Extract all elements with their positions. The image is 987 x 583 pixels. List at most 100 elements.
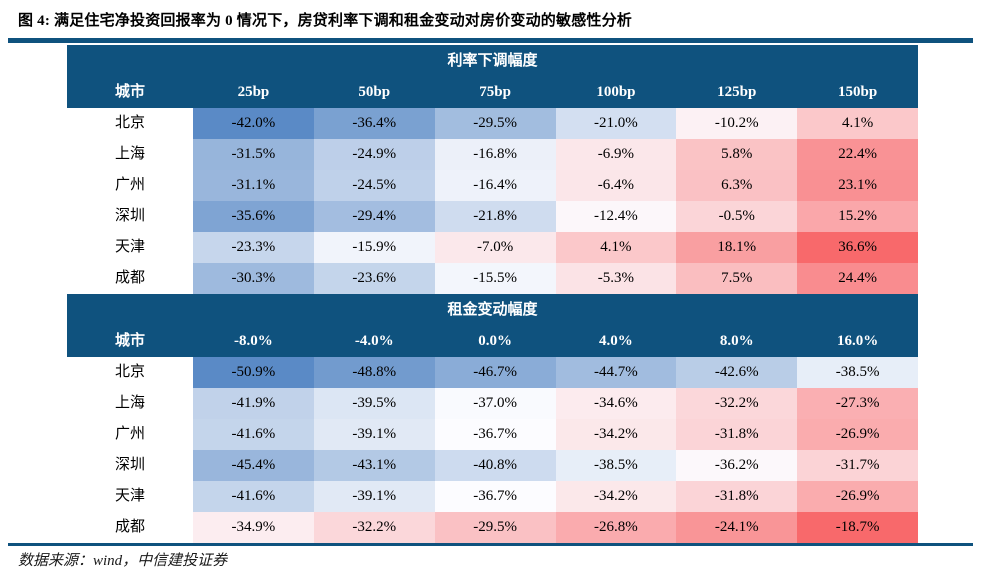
heatmap-cell: -32.2% (313, 512, 435, 543)
heatmap-cell: -31.7% (797, 450, 918, 481)
heatmap-cell: -34.2% (555, 419, 677, 450)
column-header: 4.0% (599, 333, 633, 349)
column-header: 0.0% (478, 333, 512, 349)
table-row: 深圳 -45.4% -43.1% -40.8% -38.5% -36.2% -31.7% (67, 450, 918, 481)
table-row: 广州 -31.1% -24.5% -16.4% -6.4% 6.3% 23.1% (67, 170, 918, 201)
table-rate-cut: 利率下调幅度 城市 25bp 50bp 75bp 100bp 125bp 150bp 北京 -42… (67, 45, 918, 294)
table-row: 成都 -34.9% -32.2% -29.5% -26.8% -24.1% -18.7% (67, 512, 918, 543)
column-header: 16.0% (836, 333, 879, 349)
heatmap-cell: -45.4% (193, 450, 314, 481)
heatmap-cell: -38.5% (797, 357, 918, 388)
heatmap-cell: -18.7% (797, 512, 918, 543)
heatmap-cell: -43.1% (313, 450, 435, 481)
band-title: 利率下调幅度 (67, 45, 918, 77)
column-header: 100bp (596, 84, 636, 100)
heatmap-cell: -32.2% (676, 388, 798, 419)
heatmap-cell: -37.0% (434, 388, 556, 419)
heatmap-cell: -46.7% (434, 357, 556, 388)
row-label-city: 深圳 (67, 450, 193, 481)
heatmap-cell: -40.8% (434, 450, 556, 481)
column-header: 8.0% (719, 333, 754, 349)
heatmap-cell: -39.1% (313, 481, 435, 512)
heatmap-cell: -16.4% (434, 170, 556, 201)
heatmap-cell: -41.6% (193, 419, 314, 450)
heatmap-cell: -23.3% (193, 232, 314, 263)
row-label-city: 成都 (67, 263, 193, 294)
heatmap-cell: -34.9% (193, 512, 314, 543)
column-header: -8.0% (234, 333, 273, 349)
heatmap-cell: -42.6% (676, 357, 798, 388)
row-label-city: 上海 (67, 139, 193, 170)
heatmap-cell: -24.5% (313, 170, 435, 201)
table-row: 北京 -50.9% -48.8% -46.7% -44.7% -42.6% -38.5% (67, 357, 918, 388)
heatmap-cell: -44.7% (555, 357, 677, 388)
table-row: 北京 -42.0% -36.4% -29.5% -21.0% -10.2% 4.1% (67, 108, 918, 139)
band-title: 租金变动幅度 (67, 294, 918, 326)
column-header: 125bp (717, 84, 757, 100)
heatmap-cell: -0.5% (676, 201, 798, 232)
heatmap-cell: -36.4% (313, 108, 435, 139)
heatmap-cell: -38.5% (555, 450, 677, 481)
heatmap-cell: -5.3% (555, 263, 677, 294)
heatmap-cell: -36.2% (676, 450, 798, 481)
table-row: 成都 -30.3% -23.6% -15.5% -5.3% 7.5% 24.4% (67, 263, 918, 294)
row-label-city: 天津 (67, 232, 193, 263)
heatmap-cell: -21.0% (555, 108, 677, 139)
heatmap-cell: 36.6% (797, 232, 918, 263)
heatmap-cell: 7.5% (676, 263, 798, 294)
row-label-city: 广州 (67, 419, 193, 450)
heatmap-cell: -50.9% (193, 357, 314, 388)
row-label-city: 天津 (67, 481, 193, 512)
heatmap-cell: -41.9% (193, 388, 314, 419)
heatmap-cell: -6.9% (555, 139, 677, 170)
column-header: 50bp (358, 84, 391, 100)
table-row: 天津 -23.3% -15.9% -7.0% 4.1% 18.1% 36.6% (67, 232, 918, 263)
heatmap-cell: -26.9% (797, 481, 918, 512)
heatmap-cell: -31.8% (676, 481, 798, 512)
heatmap-cell: -39.5% (313, 388, 435, 419)
heatmap-cell: -10.2% (676, 108, 798, 139)
heatmap-cell: 24.4% (797, 263, 918, 294)
heatmap-cell: -26.8% (555, 512, 677, 543)
table-row: 广州 -41.6% -39.1% -36.7% -34.2% -31.8% -26.9% (67, 419, 918, 450)
column-header: -4.0% (354, 333, 394, 349)
heatmap-cell: -15.5% (434, 263, 556, 294)
row-label-city: 广州 (67, 170, 193, 201)
heatmap-cell: -16.8% (434, 139, 556, 170)
heatmap-cell: -6.4% (555, 170, 677, 201)
column-header: 25bp (237, 84, 270, 100)
figure-title: 图 4: 满足住宅净投资回报率为 0 情况下，房贷利率下调和租金变动对房价变动的… (18, 13, 632, 29)
row-label-city: 深圳 (67, 201, 193, 232)
row-header-label: 城市 (114, 333, 145, 349)
heatmap-cell: -29.5% (434, 512, 556, 543)
heatmap-cell: -23.6% (313, 263, 435, 294)
row-label-city: 北京 (67, 108, 193, 139)
heatmap-cell: -48.8% (313, 357, 435, 388)
column-header-row: 城市 25bp 50bp 75bp 100bp 125bp 150bp (67, 77, 918, 108)
data-source: 数据来源：wind，中信建投证券 (18, 553, 228, 569)
column-header: 75bp (479, 84, 511, 100)
heatmap-cell: -12.4% (555, 201, 677, 232)
heatmap-cell: -27.3% (797, 388, 918, 419)
heatmap-cell: -39.1% (313, 419, 435, 450)
row-label-city: 北京 (67, 357, 193, 388)
heatmap-cell: -34.6% (555, 388, 677, 419)
heatmap-cell: -26.9% (797, 419, 918, 450)
heatmap-cell: 15.2% (797, 201, 918, 232)
heatmap-cell: -35.6% (193, 201, 314, 232)
heatmap-cell: -41.6% (193, 481, 314, 512)
heatmap-cell: -31.1% (193, 170, 314, 201)
table-row: 上海 -31.5% -24.9% -16.8% -6.9% 5.8% 22.4% (67, 139, 918, 170)
heatmap-cell: -31.8% (676, 419, 798, 450)
heatmap-cell: -42.0% (193, 108, 314, 139)
heatmap-cell: 5.8% (676, 139, 798, 170)
table-row: 深圳 -35.6% -29.4% -21.8% -12.4% -0.5% 15.2% (67, 201, 918, 232)
table-row: 天津 -41.6% -39.1% -36.7% -34.2% -31.8% -26.9% (67, 481, 918, 512)
heatmap-cell: -29.4% (313, 201, 435, 232)
heatmap-cell: -24.9% (313, 139, 435, 170)
row-header-label: 城市 (114, 84, 145, 100)
heatmap-cell: 6.3% (676, 170, 798, 201)
heatmap-cell: -36.7% (434, 481, 556, 512)
heatmap-cell: -31.5% (193, 139, 314, 170)
